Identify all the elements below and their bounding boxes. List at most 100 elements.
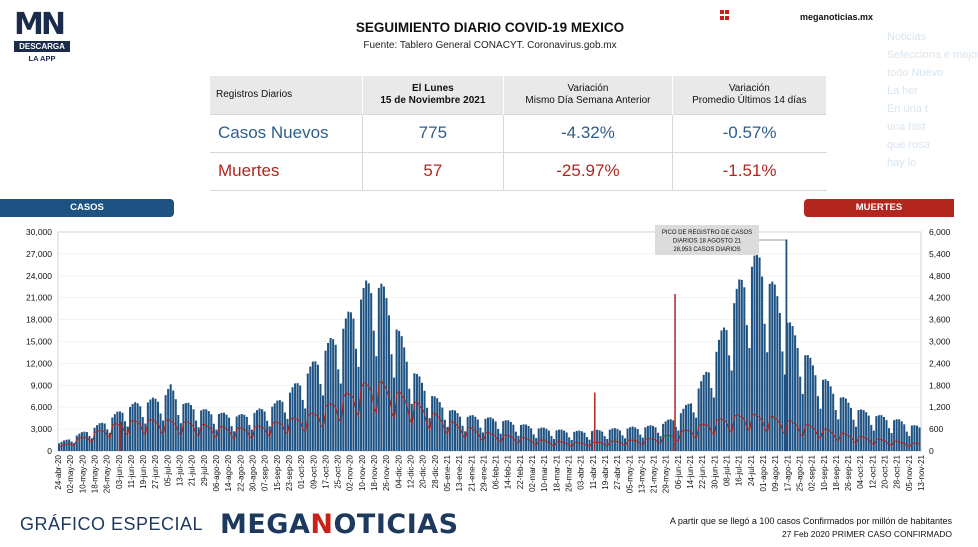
bar-casos [654, 427, 657, 451]
bar-casos [238, 414, 241, 451]
x-tick-label: 28-dic-20 [431, 454, 440, 488]
bar-casos [717, 339, 720, 451]
bar-casos [504, 420, 507, 451]
x-tick-label: 17-ago-21 [783, 454, 792, 491]
bar-casos [83, 431, 86, 451]
sidebar-ghost-line: hay lo [887, 157, 917, 169]
x-tick-label: 24-jul-21 [747, 454, 756, 486]
bar-casos [585, 437, 588, 451]
bar-casos [860, 409, 863, 451]
bar-casos [811, 365, 814, 451]
bar-casos [448, 410, 451, 451]
bar-casos [827, 380, 830, 451]
bar-casos [222, 412, 226, 451]
x-tick-label: 12-oct-21 [868, 454, 877, 488]
page-subtitle: Fuente: Tablero General CONACYT. Coronav… [363, 40, 617, 51]
bar-casos [872, 430, 875, 451]
bar-casos [806, 355, 809, 451]
page-title: SEGUIMIENTO DIARIO COVID-19 MEXICO [355, 20, 625, 35]
bar-casos [527, 425, 530, 451]
y-left-tick-label: 18,000 [26, 315, 52, 325]
bar-casos [799, 376, 802, 451]
annotation-line: PICO DE REGISTRO DE CASOS [662, 230, 752, 236]
bar-casos [684, 405, 687, 451]
bar-casos [542, 427, 545, 451]
x-tick-label: 21-ene-21 [467, 454, 476, 491]
bar-casos [862, 410, 865, 451]
bar-casos [395, 329, 398, 451]
bar-casos [601, 431, 604, 451]
legend-casos: CASOS [0, 199, 174, 217]
bar-casos [162, 420, 165, 451]
y-right-tick-label: 4,800 [929, 271, 951, 281]
x-tick-label: 03-jun-20 [115, 454, 124, 488]
bar-casos [294, 383, 297, 451]
bar-casos [898, 419, 901, 451]
bar-casos [90, 438, 94, 451]
x-tick-label: 06-jun-21 [674, 454, 683, 488]
bar-casos [712, 397, 715, 451]
row-var-week-casos: -4.32% [503, 113, 673, 152]
x-tick-label: 26-may-20 [103, 454, 112, 493]
bar-casos [189, 405, 193, 451]
x-tick-label: 03-abr-21 [577, 454, 586, 489]
bar-casos [352, 318, 355, 451]
header-var-avg-b: Promedio Últimos 14 días [692, 94, 807, 106]
bar-casos [291, 387, 294, 451]
bar-casos [552, 439, 555, 451]
header-var-week-b: Mismo Día Semana Anterior [525, 94, 651, 106]
bar-casos [461, 425, 464, 451]
bar-casos [453, 410, 456, 451]
bar-casos [771, 281, 774, 451]
bar-casos [319, 383, 322, 451]
y-left-tick-label: 21,000 [26, 293, 52, 303]
bar-casos [101, 422, 104, 451]
bar-casos [837, 419, 840, 451]
y-right-tick-label: 3,000 [929, 337, 951, 347]
bar-casos [121, 412, 124, 451]
bar-casos [781, 351, 784, 451]
bar-casos [250, 429, 253, 451]
x-tick-label: 10-mar-21 [540, 454, 549, 491]
bar-casos [707, 372, 710, 451]
y-right-tick-label: 600 [929, 424, 943, 434]
bar-casos [63, 440, 66, 451]
bar-casos [720, 330, 723, 451]
bar-casos [146, 402, 149, 451]
bar-casos [773, 284, 776, 451]
bar-casos [578, 430, 581, 451]
bar-casos [756, 249, 759, 451]
y-left-tick-label: 0 [47, 446, 52, 456]
bar-casos [639, 434, 642, 451]
bar-casos [316, 364, 319, 451]
site-name[interactable]: meganoticias.mx [800, 12, 874, 22]
bar-casos [725, 330, 728, 451]
bar-casos [700, 381, 703, 451]
x-tick-label: 23-sep-20 [285, 454, 294, 491]
table-row-casos: Casos Nuevos 775 -4.32% -0.57% [210, 113, 827, 152]
header-day: El Lunes [412, 82, 454, 94]
bar-casos [80, 432, 83, 451]
bar-casos [123, 421, 127, 451]
bar-casos [903, 424, 906, 451]
bar-casos [611, 428, 614, 451]
bar-casos [202, 409, 205, 451]
bar-casos [106, 429, 109, 451]
bar-casos [339, 383, 342, 451]
bar-casos [108, 432, 111, 451]
bar-casos [875, 416, 878, 451]
bar-casos [745, 325, 748, 451]
y-right-tick-label: 2,400 [929, 358, 951, 368]
annotation-line: 28,953 CASOS DIARIOS [673, 247, 740, 253]
x-tick-label: 26-sep-21 [844, 454, 853, 491]
bar-casos [560, 429, 563, 451]
bar-casos [85, 432, 88, 451]
bar-casos [413, 373, 416, 451]
header-var-week: Variación Mismo Día Semana Anterior [503, 76, 673, 114]
bar-casos [70, 441, 73, 451]
bar-casos [438, 402, 441, 451]
x-tick-label: 29-jul-20 [200, 454, 209, 486]
bar-casos [809, 357, 812, 451]
row-var-avg-casos: -0.57% [672, 113, 827, 152]
x-tick-label: 25-ago-21 [795, 454, 804, 491]
